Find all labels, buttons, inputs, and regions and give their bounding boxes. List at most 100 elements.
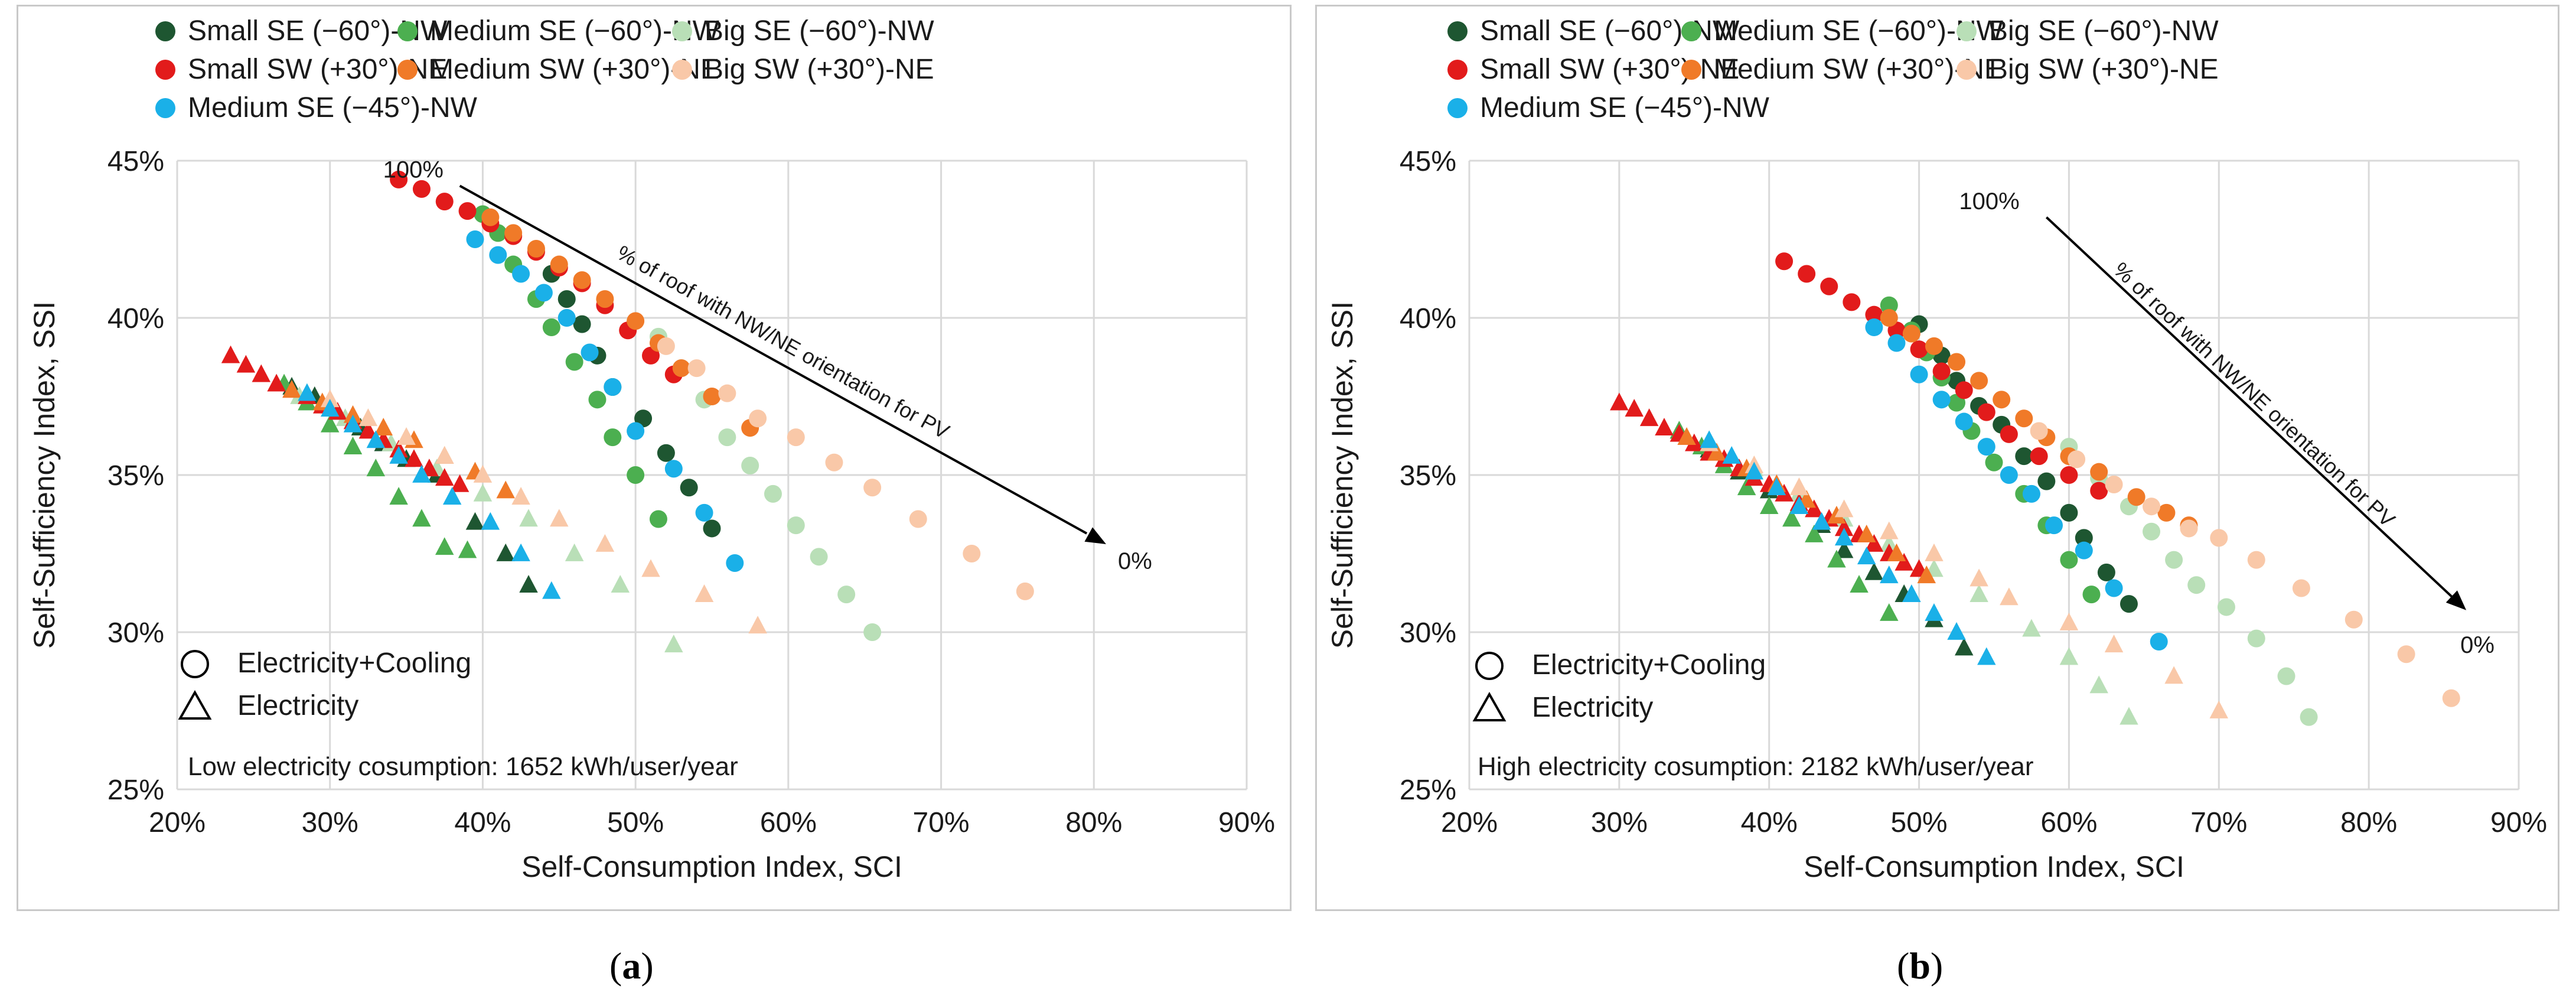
data-point-triangle — [343, 414, 363, 432]
series-small_sw_30-circle — [1775, 252, 2108, 500]
legend-marker — [672, 60, 692, 80]
data-point-triangle — [550, 509, 569, 527]
data-point-triangle — [1925, 603, 1944, 621]
data-point-circle — [2105, 475, 2123, 493]
legend-label: Big SW (+30°)-NE — [705, 54, 934, 85]
marker-legend-triangle-icon — [1472, 691, 1507, 721]
data-point-triangle — [366, 430, 386, 448]
data-point-circle — [687, 359, 706, 378]
series-medium_se_45-triangle — [1700, 430, 1996, 665]
data-point-triangle — [595, 534, 615, 552]
data-point-circle — [466, 230, 484, 248]
x-tick-label: 70% — [2190, 807, 2247, 838]
x-tick-label: 80% — [1065, 807, 1122, 838]
y-tick-label: 45% — [1400, 146, 1456, 177]
data-point-triangle — [374, 418, 393, 436]
x-tick-label: 90% — [2490, 807, 2547, 838]
data-point-triangle — [412, 509, 431, 527]
data-point-triangle — [1834, 528, 1854, 546]
series-medium_se_60-triangle — [1669, 421, 1899, 621]
data-point-circle — [1775, 252, 1794, 271]
x-axis-label: Self-Consumption Index, SCI — [1804, 850, 2184, 883]
y-tick-label: 35% — [107, 460, 164, 492]
data-point-circle — [1985, 453, 2003, 471]
data-point-circle — [2292, 579, 2310, 597]
series-big_sw_30-circle — [657, 337, 1034, 600]
data-point-circle — [573, 315, 591, 333]
data-point-circle — [649, 510, 667, 528]
legend-marker — [1681, 21, 1701, 41]
data-point-circle — [596, 290, 614, 308]
data-point-circle — [2165, 551, 2183, 569]
data-point-circle — [2127, 488, 2145, 506]
data-point-triangle — [2089, 675, 2108, 694]
marker-legend-circle-icon — [1475, 652, 1504, 680]
data-point-triangle — [389, 487, 408, 505]
data-point-circle — [2060, 503, 2078, 522]
y-tick-label: 25% — [107, 775, 164, 806]
legend-label: Medium SW (+30°)-NE — [1714, 54, 2003, 85]
data-point-circle — [718, 384, 736, 402]
data-point-triangle — [1834, 518, 1854, 536]
data-point-circle — [2082, 586, 2101, 604]
data-point-triangle — [343, 405, 363, 423]
data-point-triangle — [405, 449, 423, 467]
data-point-triangle — [2209, 700, 2229, 718]
data-point-circle — [2277, 667, 2295, 685]
data-point-circle — [2143, 497, 2161, 516]
data-point-circle — [1932, 362, 1951, 380]
legend-label: Medium SE (−60°)-NW — [1714, 15, 2004, 47]
data-point-triangle — [1700, 430, 1719, 448]
data-point-circle — [2120, 595, 2138, 613]
data-point-circle — [581, 343, 599, 362]
data-point-circle — [1948, 353, 1966, 371]
data-point-triangle — [1655, 418, 1674, 436]
marker-legend-circle-icon — [181, 650, 209, 678]
data-point-triangle — [2164, 666, 2183, 684]
arrow-head — [1084, 527, 1106, 545]
x-tick-label: 30% — [302, 807, 358, 838]
data-point-circle — [1902, 324, 1920, 343]
data-point-circle — [1016, 582, 1034, 600]
data-point-circle — [2090, 463, 2108, 481]
data-point-circle — [863, 479, 882, 497]
data-point-triangle — [481, 512, 500, 530]
data-point-triangle — [1970, 568, 1988, 587]
data-point-circle — [1887, 334, 1906, 352]
data-point-circle — [2180, 519, 2198, 538]
data-point-circle — [557, 290, 576, 308]
data-point-circle — [1925, 337, 1943, 355]
data-point-circle — [837, 586, 856, 604]
data-point-circle — [1955, 412, 1973, 431]
data-point-circle — [909, 510, 927, 528]
data-point-circle — [2015, 409, 2033, 428]
data-point-circle — [657, 444, 675, 462]
data-point-triangle — [397, 427, 416, 445]
data-point-circle — [504, 224, 523, 242]
data-point-triangle — [519, 509, 538, 527]
legend-label: Medium SW (+30°)-NE — [430, 54, 719, 85]
data-point-triangle — [1744, 461, 1764, 480]
data-point-triangle — [1864, 534, 1884, 552]
data-point-circle — [787, 428, 805, 447]
x-tick-label: 50% — [1891, 807, 1948, 838]
legend-marker — [155, 21, 175, 41]
data-point-triangle — [1880, 534, 1899, 552]
data-point-circle — [2030, 447, 2048, 466]
data-point-circle — [527, 239, 545, 258]
series-big_sw_30-triangle — [320, 389, 767, 634]
data-point-triangle — [519, 575, 538, 593]
scatter-plot-b: 20% 30% 40% 50% 60% 70% 80% 90% 25% 30% 35% 40% 45% S… — [1326, 15, 2547, 883]
data-point-circle — [664, 460, 683, 478]
data-point-triangle — [2059, 647, 2079, 665]
data-point-circle — [2247, 551, 2265, 569]
data-point-triangle — [1827, 549, 1846, 568]
data-point-circle — [390, 170, 408, 188]
data-point-triangle — [565, 543, 584, 561]
data-point-circle — [2217, 598, 2235, 616]
data-point-triangle — [1677, 427, 1696, 445]
series-medium_sw_30-circle — [481, 208, 759, 437]
data-point-circle — [2105, 579, 2123, 597]
x-axis-label: Self-Consumption Index, SCI — [521, 850, 902, 883]
data-point-triangle — [1887, 543, 1906, 561]
